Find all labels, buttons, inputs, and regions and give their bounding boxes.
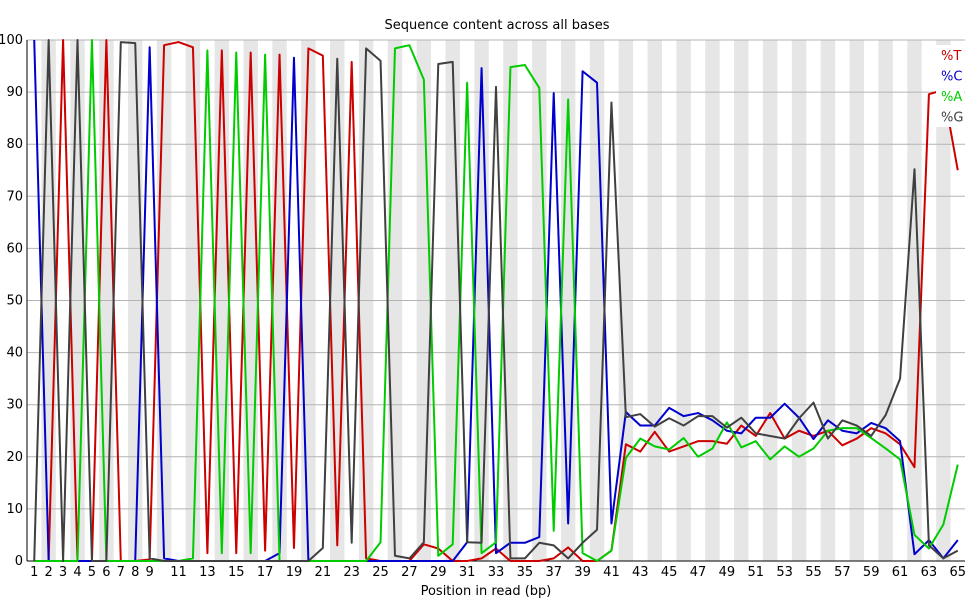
x-tick-label: 9 bbox=[146, 565, 154, 580]
x-tick-label: 23 bbox=[343, 565, 360, 580]
x-tick-label: 39 bbox=[574, 565, 591, 580]
x-tick-label: 11 bbox=[170, 565, 187, 580]
x-tick-label: 8 bbox=[131, 565, 139, 580]
x-tick-label: 63 bbox=[921, 565, 938, 580]
y-tick-label: 10 bbox=[6, 502, 23, 517]
x-axis-label: Position in read (bp) bbox=[421, 584, 552, 599]
legend-box bbox=[936, 45, 964, 127]
x-tick-label: 45 bbox=[661, 565, 678, 580]
x-tick-label: 49 bbox=[719, 565, 736, 580]
y-tick-label: 30 bbox=[6, 398, 23, 413]
x-tick-label: 61 bbox=[892, 565, 909, 580]
x-tick-label: 65 bbox=[950, 565, 967, 580]
y-tick-label: 80 bbox=[6, 137, 23, 152]
x-tick-label: 1 bbox=[30, 565, 38, 580]
x-tick-label: 6 bbox=[102, 565, 110, 580]
x-tick-label: 43 bbox=[632, 565, 649, 580]
series-line-pct-a bbox=[34, 39, 959, 562]
y-tick-label: 0 bbox=[15, 554, 23, 569]
legend-entry: %A bbox=[941, 90, 962, 105]
x-tick-label: 25 bbox=[372, 565, 389, 580]
legend-entry: %C bbox=[941, 70, 962, 85]
series-line-pct-g bbox=[33, 39, 959, 562]
y-tick-label: 70 bbox=[6, 189, 23, 204]
x-tick-label: 3 bbox=[59, 565, 67, 580]
legend-entry: %G bbox=[941, 111, 963, 126]
x-tick-label: 35 bbox=[517, 565, 534, 580]
y-tick-label: 20 bbox=[6, 450, 23, 465]
x-tick-label: 59 bbox=[863, 565, 880, 580]
x-tick-label: 21 bbox=[315, 565, 332, 580]
horizontal-gridlines bbox=[27, 39, 965, 510]
legend: %T %C %A %G bbox=[936, 45, 964, 127]
y-tick-label: 90 bbox=[6, 85, 23, 100]
y-tick-label: 100 bbox=[0, 33, 23, 48]
legend-entry: %T bbox=[941, 49, 961, 64]
x-tick-label: 5 bbox=[88, 565, 96, 580]
x-tick-label: 37 bbox=[545, 565, 562, 580]
x-tick-label: 27 bbox=[401, 565, 418, 580]
x-tick-label: 47 bbox=[690, 565, 707, 580]
y-tick-label: 50 bbox=[6, 294, 23, 309]
x-tick-label: 7 bbox=[117, 565, 125, 580]
x-tick-label: 4 bbox=[73, 565, 81, 580]
x-tick-label: 33 bbox=[488, 565, 505, 580]
x-tick-label: 55 bbox=[805, 565, 822, 580]
x-tick-label: 41 bbox=[603, 565, 620, 580]
x-tick-label: 31 bbox=[459, 565, 476, 580]
x-tick-label: 53 bbox=[776, 565, 793, 580]
series-lines bbox=[33, 39, 959, 562]
y-tick-label: 40 bbox=[6, 346, 23, 361]
x-tick-label: 29 bbox=[430, 565, 447, 580]
y-tick-label: 60 bbox=[6, 241, 23, 256]
x-tick-label: 19 bbox=[286, 565, 303, 580]
x-tick-label: 51 bbox=[747, 565, 764, 580]
x-tick-label: 13 bbox=[199, 565, 216, 580]
chart-title: Sequence content across all bases bbox=[384, 18, 609, 33]
x-tick-labels: 1 2 3 4 5 6 7 8 9 11 13 15 17 19 21 23 25 27 29 31 33 35 37 39 4… bbox=[30, 565, 966, 580]
y-tick-labels: 0 10 20 30 40 50 60 70 80 90 100 bbox=[0, 33, 23, 569]
x-tick-label: 17 bbox=[257, 565, 274, 580]
x-tick-label: 2 bbox=[45, 565, 53, 580]
x-tick-label: 15 bbox=[228, 565, 245, 580]
x-tick-label: 57 bbox=[834, 565, 851, 580]
